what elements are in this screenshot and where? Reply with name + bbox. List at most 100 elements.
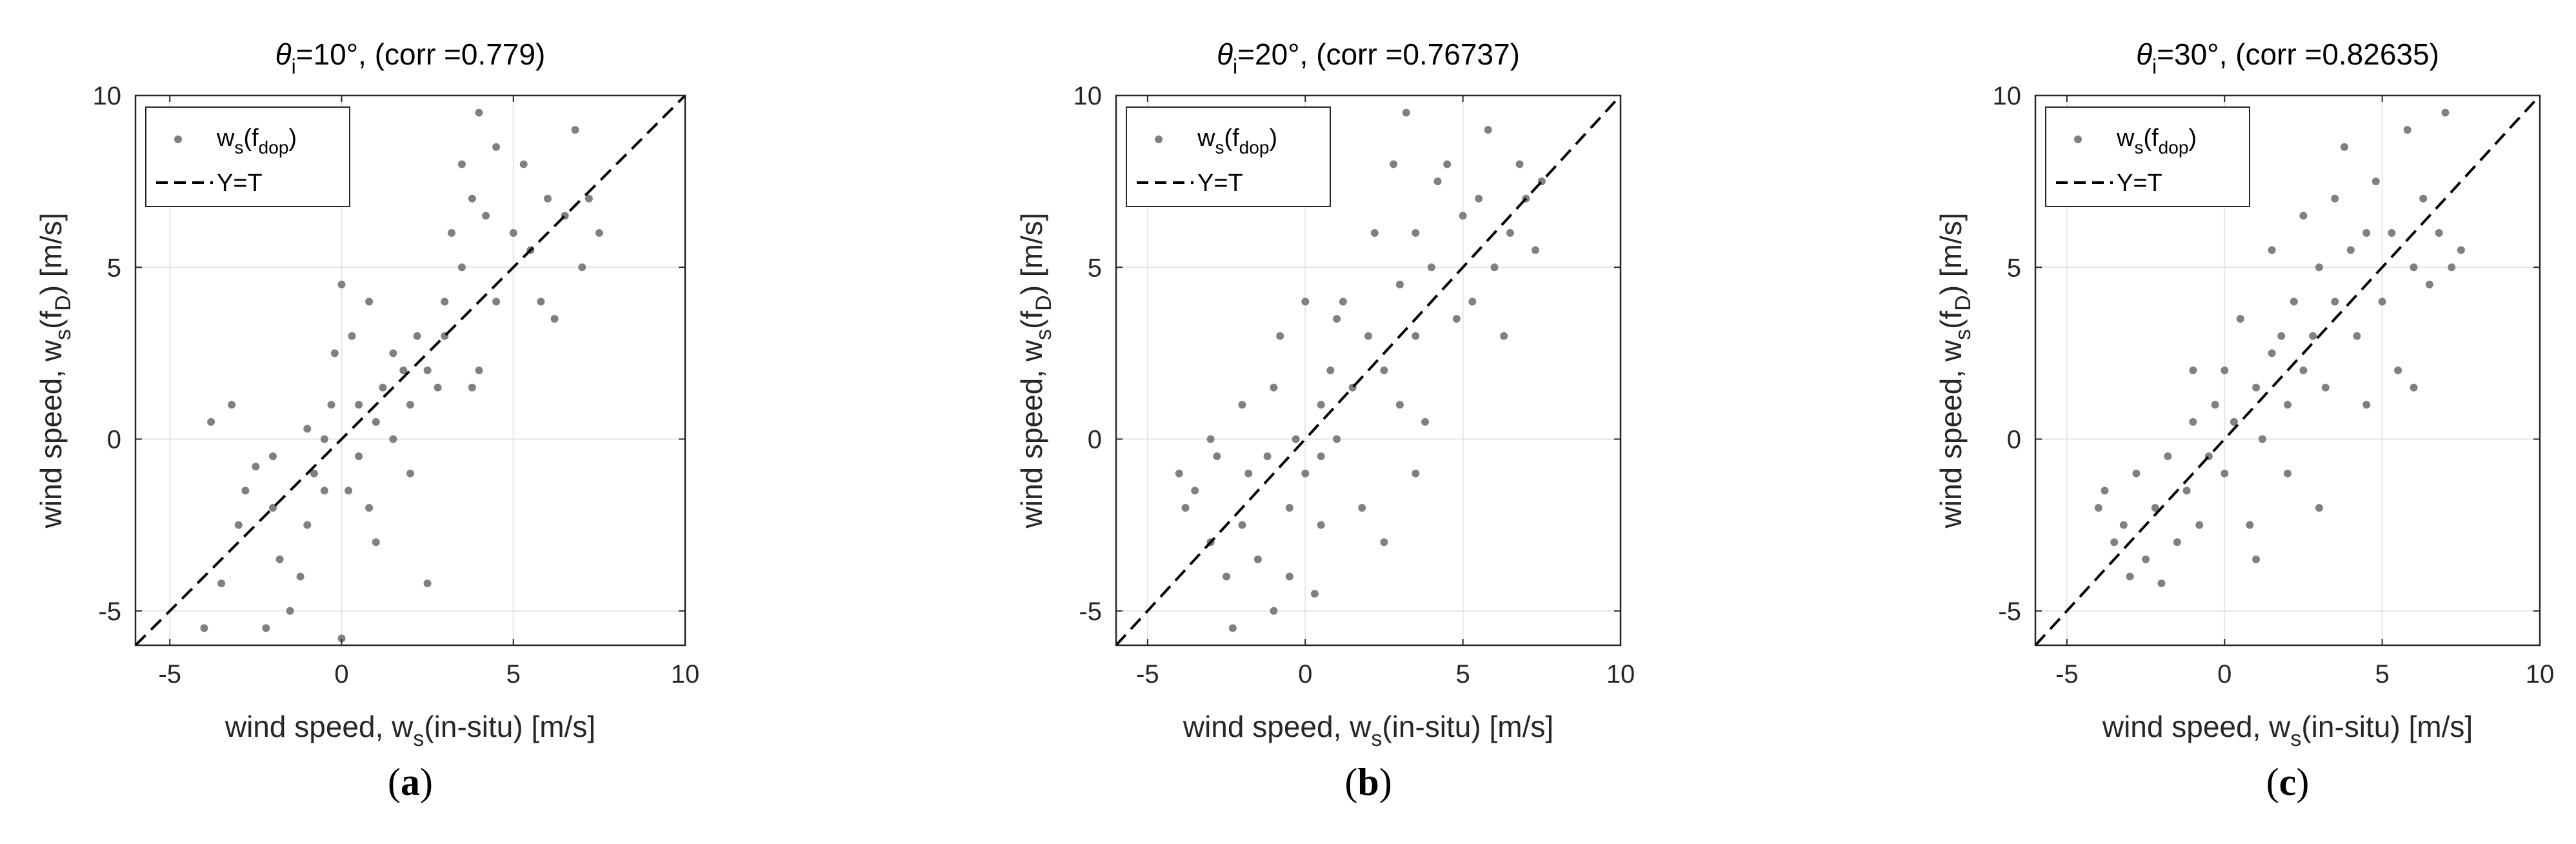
data-point [1181, 504, 1190, 512]
data-point [2268, 349, 2276, 357]
x-tick-label: 0 [334, 660, 348, 688]
data-point [2299, 212, 2308, 220]
data-point [1402, 108, 1410, 117]
data-point [1339, 297, 1347, 306]
data-point [492, 143, 501, 151]
y-tick-label: 0 [1088, 426, 1102, 454]
data-point [1421, 417, 1429, 426]
x-tick-label: 0 [1298, 660, 1312, 688]
data-point [1285, 504, 1293, 512]
data-point [2290, 297, 2298, 306]
data-point [365, 297, 374, 306]
panel-caption: (b) [1344, 761, 1392, 803]
data-point [2315, 263, 2323, 272]
data-point [320, 487, 328, 495]
data-point [2221, 469, 2229, 477]
data-point [2419, 194, 2428, 203]
legend-box [1126, 106, 1331, 207]
data-point [296, 572, 305, 581]
data-point [1276, 332, 1284, 340]
data-point [372, 538, 380, 547]
data-point [2448, 263, 2456, 272]
data-point [1380, 367, 1388, 374]
data-point [544, 194, 552, 203]
data-point [571, 126, 579, 134]
data-point [1468, 297, 1477, 306]
y-tick-label: 5 [107, 254, 121, 282]
data-point [1333, 435, 1341, 443]
data-point [1301, 297, 1310, 306]
data-point [2252, 555, 2261, 563]
data-point [509, 229, 517, 237]
data-point [2246, 521, 2254, 529]
data-point [1506, 229, 1514, 237]
legend-label-ws-fdop: ws(fdop) [216, 125, 297, 157]
y-tick-label: 10 [1073, 82, 1103, 110]
data-point [2410, 383, 2418, 392]
data-point [1263, 452, 1272, 461]
panel-caption: (c) [2266, 761, 2310, 803]
data-point [2132, 469, 2141, 477]
data-point [252, 463, 260, 471]
data-point [286, 607, 294, 615]
data-point [1301, 469, 1310, 477]
legend: ws(fdop) Y=T [145, 106, 350, 207]
data-point [1452, 315, 1461, 323]
panel-caption: (a) [388, 761, 433, 803]
data-point [1206, 435, 1215, 443]
data-point [1223, 572, 1231, 581]
data-point [2173, 538, 2181, 547]
y-tick-label: 0 [107, 426, 121, 454]
data-point [1238, 521, 1246, 529]
data-point [2346, 246, 2355, 254]
x-axis-label: wind speed, ws(in-situ) [m/s] [1183, 710, 1553, 751]
data-point [1175, 469, 1183, 477]
chart-panel-1: -5 0 5 10 -5 0 5 10 θi=10°, (corr =0.779) wind sp… [34, 37, 699, 803]
data-point [1364, 332, 1372, 340]
data-point [2119, 521, 2128, 529]
legend-label-ws-fdop: ws(fdop) [2116, 125, 2197, 157]
data-point [379, 383, 387, 392]
data-point [310, 469, 318, 477]
data-point [2182, 487, 2191, 495]
data-point [519, 160, 528, 168]
data-point [1427, 263, 1435, 272]
data-point [2378, 297, 2386, 306]
data-point [423, 367, 432, 374]
data-point [2157, 579, 2166, 588]
data-point [262, 624, 270, 632]
data-point [1253, 555, 1262, 563]
data-point [337, 634, 346, 643]
data-point [2315, 504, 2323, 512]
chart-title: θi=10°, (corr =0.779) [275, 37, 546, 78]
axes-box [1115, 94, 1622, 647]
data-point [2189, 417, 2197, 426]
data-point [1317, 401, 1325, 409]
data-point [399, 367, 408, 374]
y-tick-label: 5 [1088, 254, 1102, 282]
data-point [303, 521, 312, 529]
chart-title: θi=20°, (corr =0.76737) [1217, 37, 1520, 78]
data-point [1191, 487, 1199, 495]
data-point [441, 297, 449, 306]
data-point [2371, 177, 2380, 186]
x-tick-label: 10 [1606, 660, 1635, 688]
data-point [413, 332, 421, 340]
data-point [2362, 229, 2371, 237]
data-point [2362, 401, 2371, 409]
data-point [1310, 590, 1319, 598]
data-point [1515, 160, 1524, 168]
data-point [1433, 177, 1442, 186]
data-point [1333, 315, 1341, 323]
data-point [492, 297, 501, 306]
x-tick-label: -5 [2055, 660, 2079, 688]
data-point [1443, 160, 1452, 168]
data-point [241, 487, 250, 495]
data-point [355, 452, 363, 461]
legend-marker-dot [174, 136, 182, 143]
data-point [1370, 229, 1379, 237]
y-axis-label: wind speed, ws(fD) [m/s] [1934, 213, 1975, 529]
data-point [2142, 555, 2150, 563]
data-point [1532, 246, 1539, 254]
data-point [1358, 504, 1366, 512]
